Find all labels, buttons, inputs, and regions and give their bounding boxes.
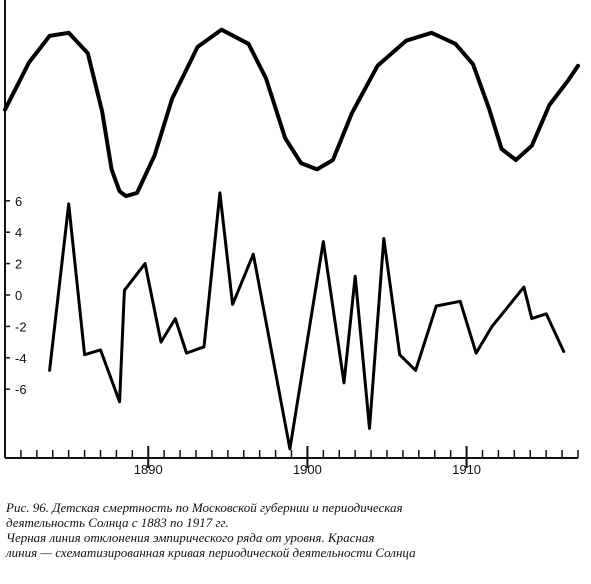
chart-area: 6 4 2 0 -2 -4 -6 1890 1900 1910 <box>3 0 580 477</box>
x-tick-label: 1890 <box>134 462 163 477</box>
caption-line-3: Черная линия отклонения эмпирического ря… <box>6 530 375 545</box>
y-tick-label: -4 <box>15 351 27 366</box>
series-layer <box>3 27 580 451</box>
mortality-deviation-line <box>48 191 566 451</box>
x-tick-label: 1910 <box>452 462 481 477</box>
caption-line-2: деятельность Солнца с 1883 по 1917 гг. <box>6 515 229 530</box>
y-tick-label: 2 <box>15 257 22 272</box>
y-tick-label: 4 <box>15 225 22 240</box>
x-tick-label: 1900 <box>293 462 322 477</box>
y-tick-label: -6 <box>15 382 27 397</box>
caption-line-1: Рис. 96. Детская смертность по Московско… <box>6 500 403 515</box>
figure-caption: Рис. 96. Детская смертность по Московско… <box>6 500 586 560</box>
y-tick-label: 6 <box>15 194 22 209</box>
x-axis-ticks: 1890 1900 1910 <box>20 446 579 477</box>
solar-activity-curve <box>3 27 580 199</box>
y-axis-ticks: 6 4 2 0 -2 -4 -6 <box>5 194 27 397</box>
caption-line-4: линия — схематизированная кривая периоди… <box>6 545 416 560</box>
y-tick-label: 0 <box>15 288 22 303</box>
y-tick-label: -2 <box>15 319 27 334</box>
